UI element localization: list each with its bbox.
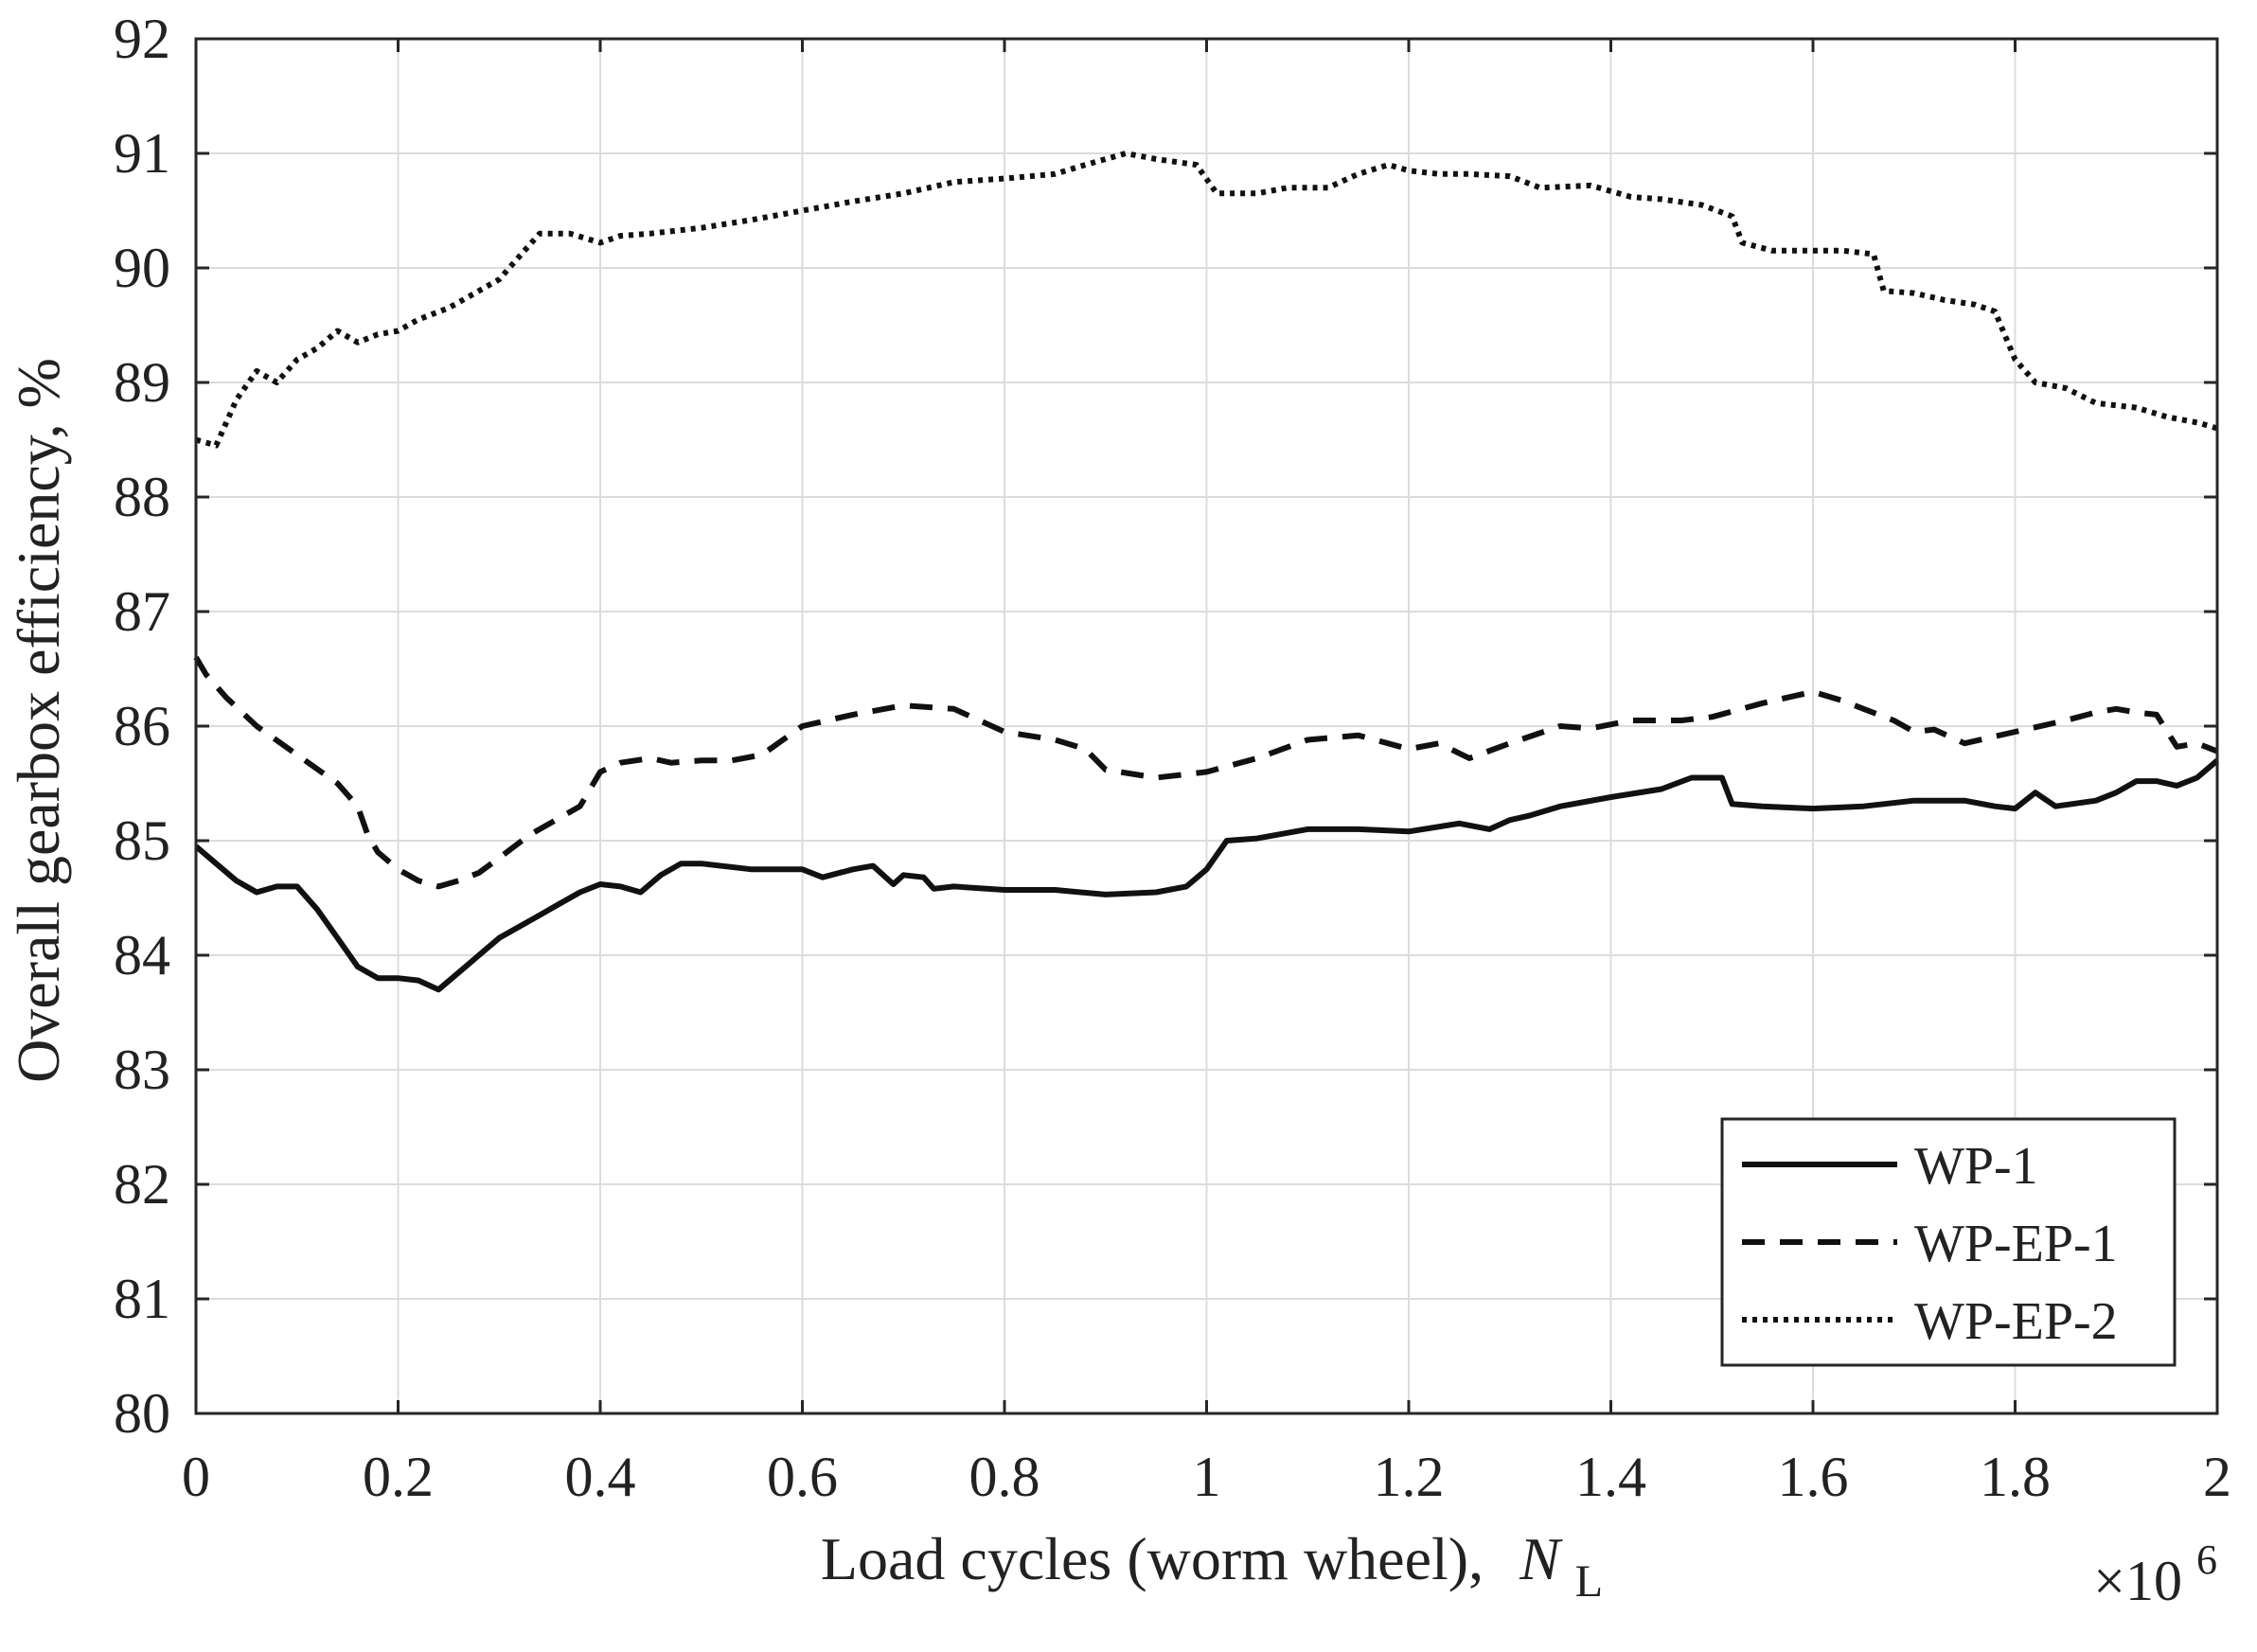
x-axis-label-subscript: L: [1575, 1556, 1603, 1607]
y-tick-label: 84: [114, 924, 170, 986]
x-axis-multiplier-base: ×10: [2093, 1550, 2182, 1612]
x-axis-label-symbol: N: [1519, 1525, 1563, 1592]
x-tick-label: 1: [1193, 1446, 1221, 1508]
legend: WP-1 WP-EP-1 WP-EP-2: [1720, 1117, 2177, 1367]
x-tick-label: 0: [182, 1446, 210, 1508]
x-tick-labels: 0 0.2 0.4 0.6 0.8 1 1.2 1.4 1.6 1.8 2: [182, 1446, 2231, 1508]
y-axis-label: Overall gearbox efficiency, %: [5, 358, 72, 1083]
x-tick-label: 1.8: [1980, 1446, 2051, 1508]
y-tick-label: 80: [114, 1382, 170, 1445]
y-tick-label: 82: [114, 1153, 170, 1216]
series-layer: [193, 151, 2219, 993]
y-tick-label: 85: [114, 809, 170, 872]
x-tick-label: 1.4: [1575, 1446, 1646, 1508]
x-tick-label: 0.8: [969, 1446, 1040, 1508]
y-tick-label: 87: [114, 580, 170, 643]
y-tick-label: 92: [114, 8, 170, 70]
x-axis-multiplier-exponent: 6: [2196, 1537, 2217, 1583]
x-axis-label-text: Load cycles (worm wheel),: [821, 1525, 1484, 1592]
legend-label-wp-ep-2: WP-EP-2: [1914, 1292, 2118, 1351]
y-tick-label: 91: [114, 122, 170, 185]
x-tick-label: 1.6: [1778, 1446, 1849, 1508]
series-line-wp-ep-1: [193, 655, 2219, 890]
y-tick-label: 81: [114, 1268, 170, 1330]
x-tick-label: 0.6: [767, 1446, 838, 1508]
x-tick-label: 0.2: [363, 1446, 434, 1508]
y-tick-label: 83: [114, 1039, 170, 1101]
y-tick-label: 88: [114, 466, 170, 528]
x-axis-multiplier: ×10 6: [2093, 1537, 2217, 1612]
tick-layer: [194, 37, 2219, 1415]
y-tick-labels: 80 81 82 83 84 85 86 87 88 89 90 91 92: [114, 8, 170, 1445]
x-tick-label: 0.4: [565, 1446, 636, 1508]
x-tick-label: 1.2: [1374, 1446, 1445, 1508]
y-tick-label: 86: [114, 695, 170, 757]
legend-label-wp-1: WP-1: [1914, 1137, 2038, 1196]
series-line-wp-ep-2: [195, 151, 2218, 449]
y-tick-label: 89: [114, 351, 170, 414]
y-tick-label: 90: [114, 237, 170, 299]
legend-label-wp-ep-1: WP-EP-1: [1914, 1215, 2118, 1273]
series-line-wp-1: [194, 758, 2219, 993]
x-axis-label: Load cycles (worm wheel), N L: [821, 1525, 1603, 1607]
x-tick-label: 2: [2203, 1446, 2231, 1508]
